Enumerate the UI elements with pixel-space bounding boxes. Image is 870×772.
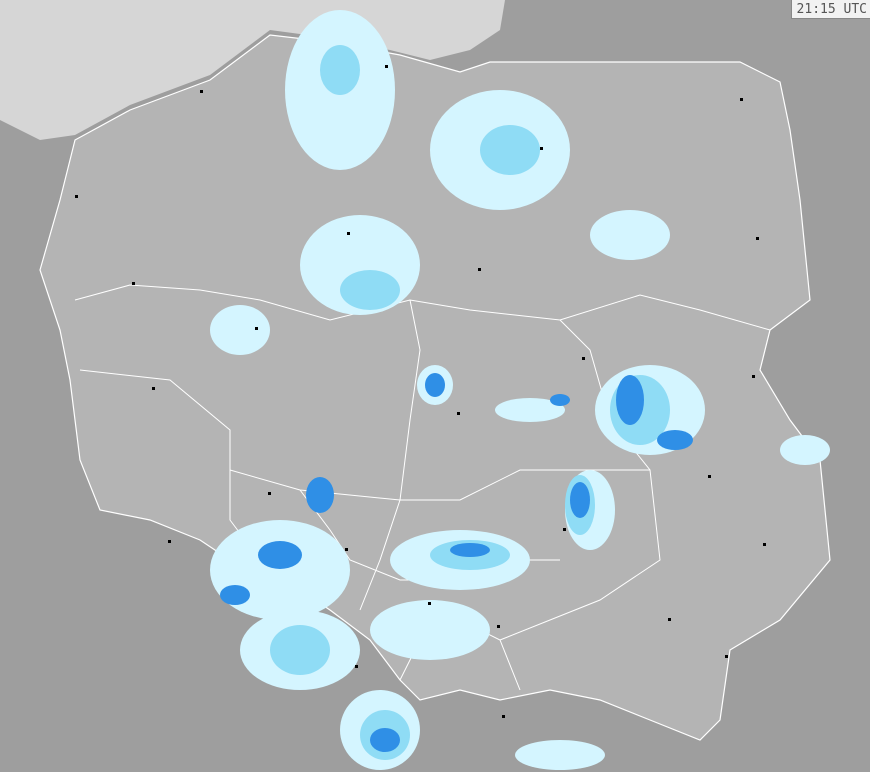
precipitation-heavy: [220, 373, 693, 752]
timestamp-label: 21:15 UTC: [790, 0, 870, 19]
city-markers: [75, 65, 766, 718]
